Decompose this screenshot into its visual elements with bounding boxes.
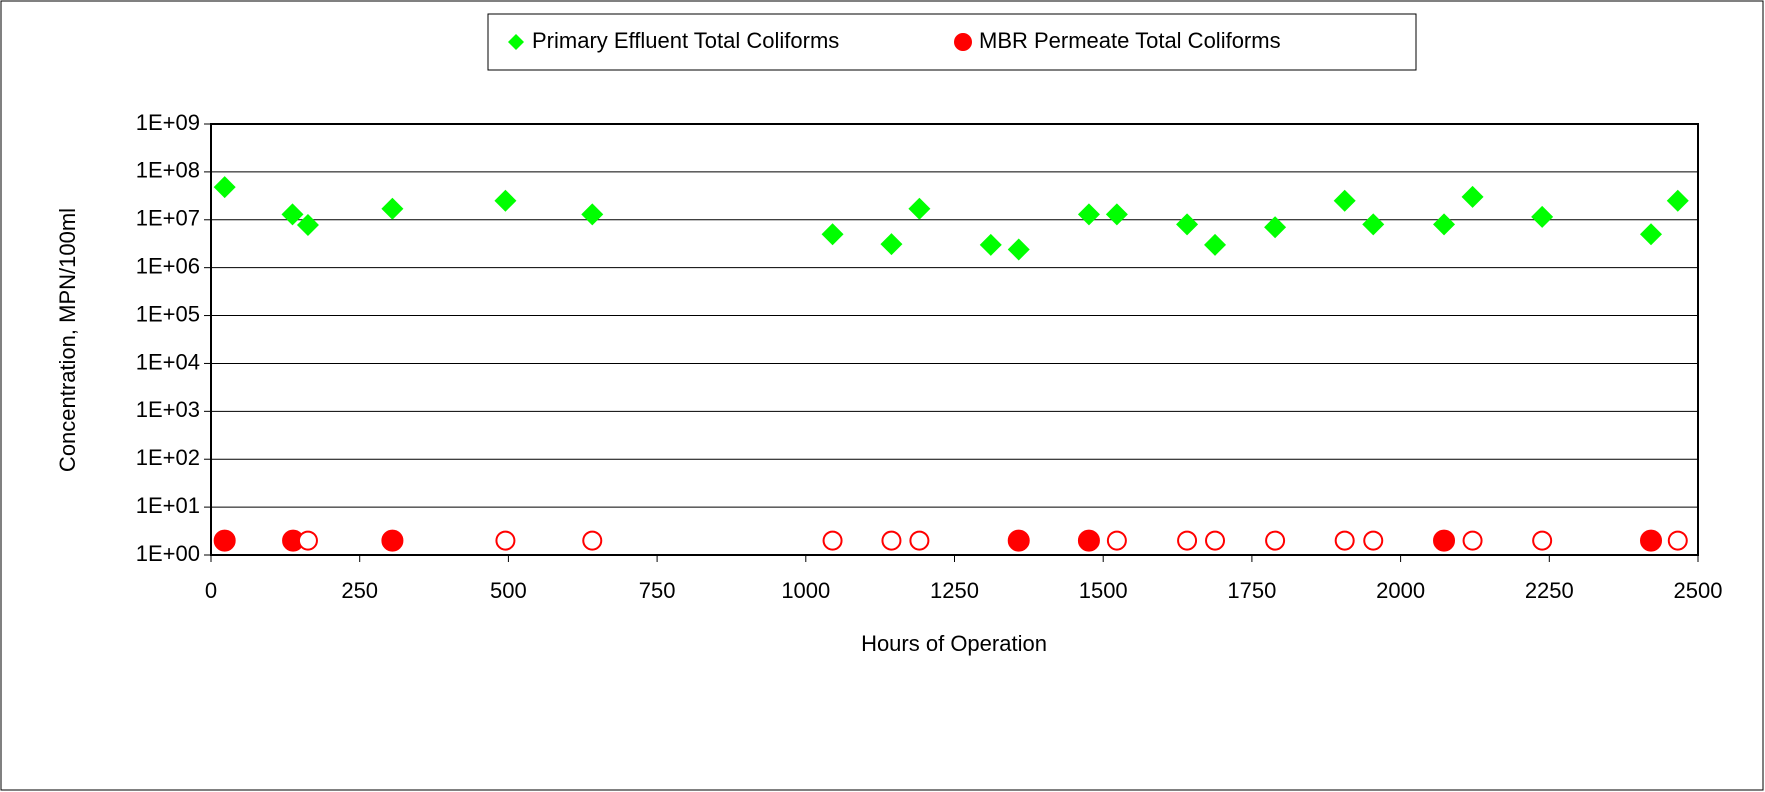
legend-label: MBR Permeate Total Coliforms: [979, 28, 1281, 53]
y-tick-label: 1E+03: [136, 397, 200, 422]
y-tick-label: 1E+05: [136, 301, 200, 326]
diamond-point: [281, 203, 304, 226]
diamond-point: [494, 189, 517, 212]
diamond-point: [381, 197, 404, 220]
circle-point: [213, 529, 236, 552]
open-circle-point: [1205, 530, 1226, 551]
open-circle-point: [1265, 530, 1286, 551]
x-tick-label: 250: [341, 578, 378, 603]
diamond-point: [1264, 216, 1287, 239]
open-circle-point: [1106, 530, 1127, 551]
circle-point: [1007, 529, 1030, 552]
diamond-point: [1204, 233, 1227, 256]
diamond-point: [1007, 238, 1030, 261]
diamond-point: [1666, 189, 1689, 212]
diamond-point: [1640, 223, 1663, 246]
y-tick-label: 1E+06: [136, 253, 200, 278]
open-circle-point: [1532, 530, 1553, 551]
x-tick-label: 1500: [1079, 578, 1128, 603]
open-circle-point: [297, 530, 318, 551]
y-tick-label: 1E+00: [136, 541, 200, 566]
legend-box: [487, 13, 1417, 71]
diamond-point: [1531, 205, 1554, 228]
open-circle-point: [1462, 530, 1483, 551]
diamond-point: [1105, 203, 1128, 226]
diamond-point: [213, 176, 236, 199]
y-tick-label: 1E+08: [136, 158, 200, 183]
diamond-point: [979, 233, 1002, 256]
open-circle-point: [909, 530, 930, 551]
legend-marker: [954, 33, 972, 51]
diamond-point: [296, 213, 319, 236]
x-tick-label: 0: [205, 578, 217, 603]
circle-point: [1077, 529, 1100, 552]
x-tick-label: 2000: [1376, 578, 1425, 603]
plot-frame: [210, 123, 1699, 556]
open-circle-point: [1177, 530, 1198, 551]
y-axis-label: Concentration, MPN/100ml: [55, 208, 80, 472]
y-tick-label: 1E+07: [136, 206, 200, 231]
diamond-point: [1077, 203, 1100, 226]
open-circle-point: [1667, 530, 1688, 551]
legend-label: Primary Effluent Total Coliforms: [532, 28, 839, 53]
diamond-point: [880, 233, 903, 256]
diamond-point: [821, 223, 844, 246]
open-circle-point: [1334, 530, 1355, 551]
legend-marker: [508, 34, 524, 50]
y-tick-label: 1E+09: [136, 110, 200, 135]
y-tick-label: 1E+04: [136, 349, 200, 374]
circle-point: [1433, 529, 1456, 552]
x-tick-label: 1250: [930, 578, 979, 603]
x-tick-label: 750: [639, 578, 676, 603]
x-tick-label: 1000: [781, 578, 830, 603]
open-circle-point: [582, 530, 603, 551]
circle-point: [381, 529, 404, 552]
diamond-point: [908, 197, 931, 220]
diamond-point: [1433, 213, 1456, 236]
diamond-point: [1333, 189, 1356, 212]
circle-point: [1640, 529, 1663, 552]
x-axis-label: Hours of Operation: [861, 631, 1047, 656]
plot-area: [211, 124, 1698, 555]
x-tick-label: 2500: [1674, 578, 1723, 603]
open-circle-point: [881, 530, 902, 551]
x-tick-label: 500: [490, 578, 527, 603]
open-circle-point: [495, 530, 516, 551]
diamond-point: [581, 203, 604, 226]
y-tick-label: 1E+01: [136, 493, 200, 518]
open-circle-point: [1363, 530, 1384, 551]
diamond-point: [1362, 213, 1385, 236]
y-tick-label: 1E+02: [136, 445, 200, 470]
x-tick-label: 2250: [1525, 578, 1574, 603]
x-tick-label: 1750: [1227, 578, 1276, 603]
open-circle-point: [822, 530, 843, 551]
diamond-point: [1461, 185, 1484, 208]
diamond-point: [1176, 213, 1199, 236]
